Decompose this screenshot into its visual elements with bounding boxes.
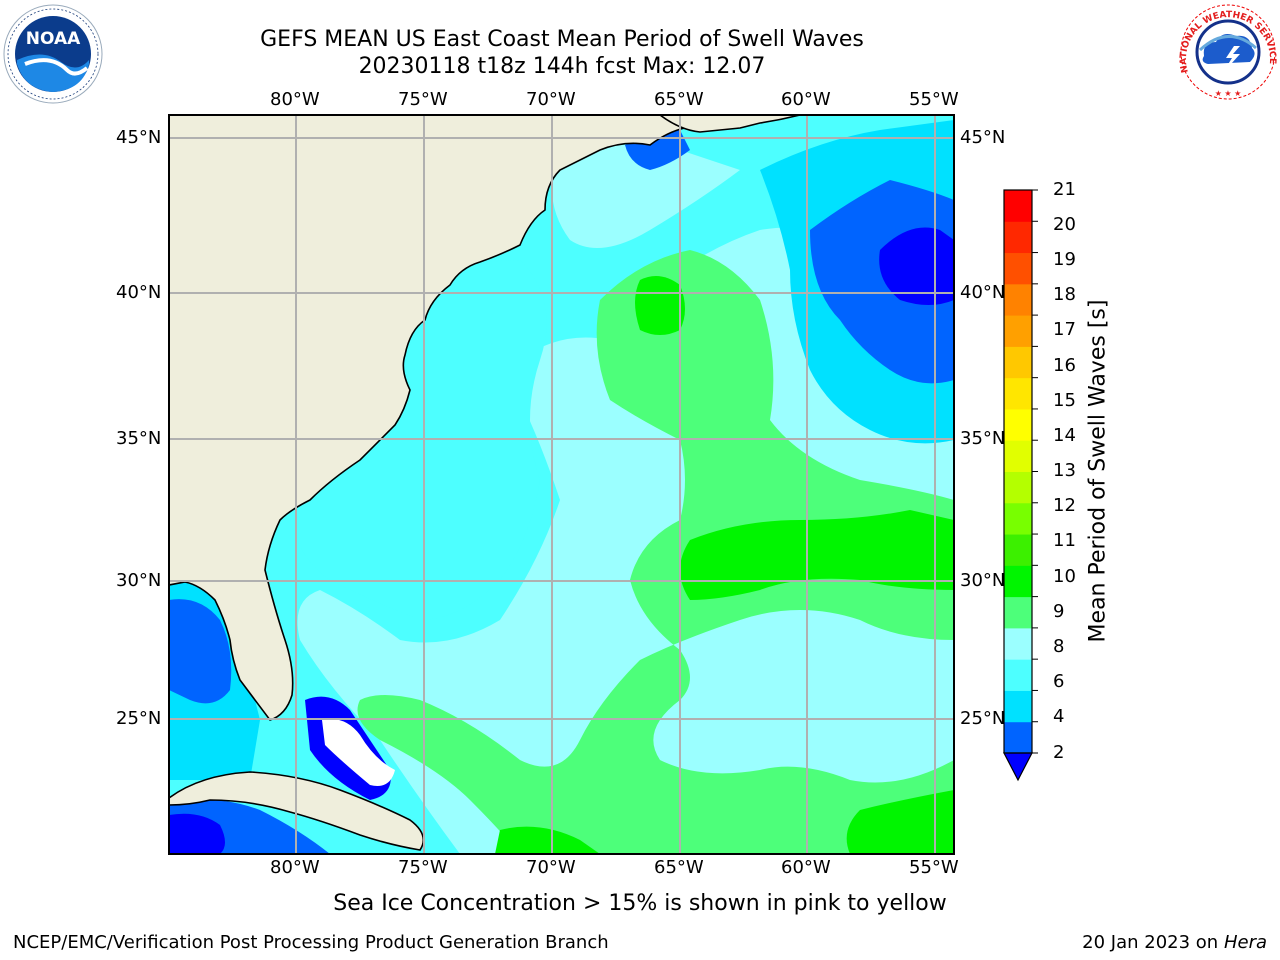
sea-ice-caption: Sea Ice Concentration > 15% is shown in … [333,891,947,916]
lon-tick-top: 60°W [781,89,831,110]
colorbar-tick: 17 [1053,319,1076,340]
colorbar-segment [1004,315,1032,347]
nws-logo-icon: NATIONAL WEATHER SERVICE ★ ★ ★ [1179,4,1277,100]
colorbar-segment [1004,690,1032,723]
colorbar-segment [1004,440,1032,472]
footer-credit: NCEP/EMC/Verification Post Processing Pr… [13,932,609,953]
lon-tick-bottom: 80°W [270,857,320,878]
contour-10-11c [846,790,954,854]
colorbar-tick: 16 [1053,355,1076,376]
contour-10-11 [680,510,954,600]
colorbar-segment [1004,377,1032,410]
lat-tick-right: 25°N [960,708,1006,729]
lon-tick-top: 70°W [526,89,576,110]
colorbar-segment [1004,627,1032,660]
colorbar-tick: 2 [1053,742,1065,763]
colorbar-tick: 10 [1053,566,1076,587]
colorbar-segment [1004,502,1032,535]
noaa-logo-icon: NOAA [3,4,103,104]
svg-text:★ ★ ★: ★ ★ ★ [1215,89,1242,98]
colorbar-tick: 4 [1053,706,1065,727]
colorbar-segment [1004,534,1032,566]
colorbar-tick: 21 [1053,179,1076,200]
lat-tick-right: 35°N [960,428,1006,449]
contour-8-9b [552,145,740,248]
lat-tick-right: 30°N [960,570,1006,591]
contour-10-11b [635,276,685,335]
lon-tick-top: 65°W [654,89,704,110]
map-subtitle: 20230118 t18z 144h fcst Max: 12.07 [358,54,766,79]
colorbar-segment [1004,190,1032,222]
colorbar [1003,189,1038,782]
contour-gulf-2-4 [169,599,232,704]
colorbar-tick: 9 [1053,601,1065,622]
contour-9-10 [357,250,954,854]
lon-tick-bottom: 60°W [781,857,831,878]
map-title: GEFS MEAN US East Coast Mean Period of S… [260,27,864,52]
map-frame [168,114,955,855]
colorbar-tick: 19 [1053,249,1076,270]
lon-tick-top: 55°W [909,89,959,110]
colorbar-segment [1004,252,1032,285]
lon-tick-bottom: 70°W [526,857,576,878]
contour-caribbean-deep [169,813,225,854]
colorbar-segment [1004,346,1032,379]
lon-tick-bottom: 65°W [654,857,704,878]
footer-host: Hera [1223,932,1267,953]
contour-8-9 [297,227,954,854]
lon-tick-top: 80°W [270,89,320,110]
land-nova-scotia [658,115,801,133]
colorbar-tick: 6 [1053,671,1065,692]
lat-tick-right: 45°N [960,127,1006,148]
colorbar-tick: 14 [1053,425,1076,446]
colorbar-label: Mean Period of Swell Waves [s] [1085,299,1111,643]
colorbar-segment [1004,283,1032,316]
land-north-america [169,115,747,721]
graticule [169,115,954,854]
contour-10-11d [495,826,600,854]
footer-date: 20 Jan 2023 on Hera [1082,932,1267,953]
colorbar-segment [1004,221,1032,254]
colorbar-tick: 18 [1053,284,1076,305]
colorbar-segment [1004,659,1032,691]
colorbar-tick: 11 [1053,530,1076,551]
colorbar-tick: 15 [1053,390,1076,411]
bahamas-shallow [322,719,395,786]
lon-tick-bottom: 75°W [398,857,448,878]
lat-tick-right: 40°N [960,282,1006,303]
colorbar-under-arrow [1003,752,1033,782]
colorbar-tick: 12 [1053,495,1076,516]
lat-tick-left: 30°N [116,570,162,591]
lat-tick-left: 45°N [116,127,162,148]
colorbar-tick: 13 [1053,460,1076,481]
colorbar-tick: 8 [1053,636,1065,657]
colorbar-segment [1004,596,1032,629]
colorbar-segment [1004,565,1032,598]
colorbar-segment [1004,721,1032,754]
colorbar-segment [1004,471,1032,504]
lon-tick-bottom: 55°W [909,857,959,878]
lat-tick-left: 25°N [116,708,162,729]
noaa-logo-text: NOAA [26,29,81,49]
lon-tick-top: 75°W [398,89,448,110]
colorbar-tick: 20 [1053,214,1076,235]
lat-tick-left: 40°N [116,282,162,303]
colorbar-segment [1004,408,1032,441]
lat-tick-left: 35°N [116,428,162,449]
